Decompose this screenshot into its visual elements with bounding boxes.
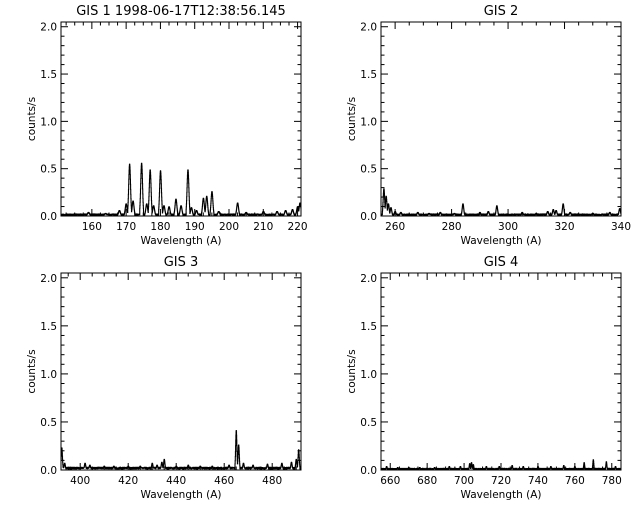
- x-tick-label: 420: [118, 475, 138, 487]
- chart-panel-4: GIS 4 660 680 700 720 740 760 780 0.0 0.5 1.0 1.5 2.…: [346, 255, 622, 501]
- x-tick-label: 780: [602, 475, 622, 487]
- chart-title: GIS 3: [164, 255, 199, 270]
- y-tick-label: 1.5: [40, 69, 57, 81]
- x-tick-label: 200: [219, 221, 239, 233]
- y-tick-label: 0.5: [40, 164, 57, 176]
- x-tick-label: 300: [498, 221, 518, 233]
- x-axis-label: Wavelength (A): [140, 489, 221, 501]
- y-axis-label: counts/s: [346, 349, 358, 393]
- x-tick-label: 170: [116, 221, 136, 233]
- chart-panel-1: GIS 1 1998-06-17T12:38:56.145 160 170 180 19…: [26, 4, 308, 247]
- spectrum-series-line: [380, 188, 622, 216]
- x-tick-label: 700: [454, 475, 474, 487]
- axes-frame: [60, 21, 302, 217]
- y-tick-label: 1.0: [40, 116, 57, 128]
- chart-title: GIS 4: [484, 255, 519, 270]
- x-axis-label: Wavelength (A): [460, 489, 541, 501]
- y-tick-label: 0.0: [360, 465, 377, 477]
- x-axis-label: Wavelength (A): [460, 235, 541, 247]
- y-axis-label: counts/s: [346, 97, 358, 141]
- y-tick-label: 0.0: [360, 211, 377, 223]
- y-tick-label: 2.0: [40, 22, 57, 34]
- y-tick-label: 1.0: [360, 116, 377, 128]
- x-tick-label: 220: [288, 221, 308, 233]
- spectrum-series-line: [60, 430, 302, 470]
- x-tick-label: 210: [253, 221, 273, 233]
- x-tick-label: 460: [214, 475, 234, 487]
- panels-layer: GIS 1 1998-06-17T12:38:56.145 160 170 180 19…: [26, 4, 631, 501]
- x-tick-label: 160: [82, 221, 102, 233]
- x-tick-label: 400: [70, 475, 90, 487]
- y-axis-label: counts/s: [26, 349, 38, 393]
- y-tick-label: 0.0: [40, 465, 57, 477]
- y-tick-label: 0.5: [360, 164, 377, 176]
- y-tick-label: 2.0: [360, 22, 377, 34]
- x-tick-label: 280: [442, 221, 462, 233]
- y-tick-label: 0.0: [40, 211, 57, 223]
- y-tick-label: 1.0: [360, 369, 377, 381]
- x-tick-label: 760: [565, 475, 585, 487]
- chart-title: GIS 1 1998-06-17T12:38:56.145: [76, 4, 286, 19]
- spectrum-series-line: [60, 162, 302, 216]
- x-tick-label: 740: [528, 475, 548, 487]
- y-tick-label: 2.0: [360, 273, 377, 285]
- chart-title: GIS 2: [484, 4, 519, 19]
- y-tick-label: 1.0: [40, 369, 57, 381]
- axes-frame: [60, 272, 302, 471]
- x-tick-label: 190: [185, 221, 205, 233]
- x-tick-label: 480: [262, 475, 282, 487]
- y-axis-label: counts/s: [26, 97, 38, 141]
- x-tick-label: 720: [491, 475, 511, 487]
- x-axis-label: Wavelength (A): [140, 235, 221, 247]
- y-tick-label: 1.5: [40, 321, 57, 333]
- chart-panel-2: GIS 2 260 280 300 320 340 0.0 0.5 1.0 1.5 2.0 Wavel…: [346, 4, 631, 247]
- y-tick-label: 0.5: [360, 417, 377, 429]
- y-tick-label: 1.5: [360, 321, 377, 333]
- y-tick-label: 2.0: [40, 273, 57, 285]
- x-tick-label: 680: [417, 475, 437, 487]
- chart-panel-3: GIS 3 400 420 440 460 480 0.0 0.5 1.0 1.5 2.0 Wavel…: [26, 255, 302, 501]
- x-tick-label: 340: [611, 221, 631, 233]
- axes-frame: [380, 21, 622, 217]
- x-tick-label: 180: [150, 221, 170, 233]
- y-tick-label: 0.5: [40, 417, 57, 429]
- x-tick-label: 260: [385, 221, 405, 233]
- x-tick-label: 320: [555, 221, 575, 233]
- x-tick-label: 660: [380, 475, 400, 487]
- y-tick-label: 1.5: [360, 69, 377, 81]
- x-tick-label: 440: [166, 475, 186, 487]
